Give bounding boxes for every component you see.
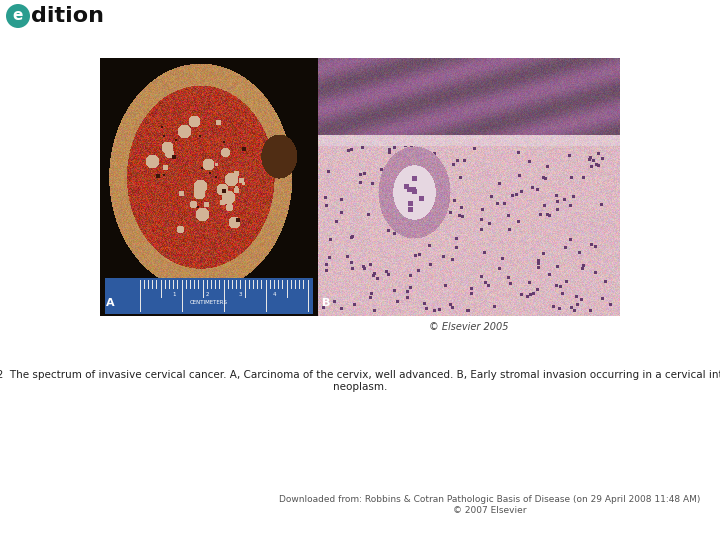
Text: Figure 22-22  The spectrum of invasive cervical cancer. A, Carcinoma of the cerv: Figure 22-22 The spectrum of invasive ce…	[0, 370, 720, 380]
Text: A: A	[106, 298, 114, 308]
Text: 2: 2	[205, 292, 209, 296]
Text: e: e	[13, 9, 23, 24]
Text: CENTIMETERS: CENTIMETERS	[190, 300, 228, 305]
Text: neoplasm.: neoplasm.	[333, 382, 387, 392]
Circle shape	[6, 4, 30, 28]
Text: 4: 4	[273, 292, 276, 296]
Text: B: B	[322, 298, 330, 308]
Text: © Elsevier 2005: © Elsevier 2005	[429, 322, 509, 332]
Text: Downloaded from: Robbins & Cotran Pathologic Basis of Disease (on 29 April 2008 : Downloaded from: Robbins & Cotran Pathol…	[279, 495, 701, 504]
Text: dition: dition	[31, 6, 104, 26]
Text: 3: 3	[239, 292, 243, 296]
Text: 1: 1	[172, 292, 176, 296]
Text: © 2007 Elsevier: © 2007 Elsevier	[454, 506, 527, 515]
